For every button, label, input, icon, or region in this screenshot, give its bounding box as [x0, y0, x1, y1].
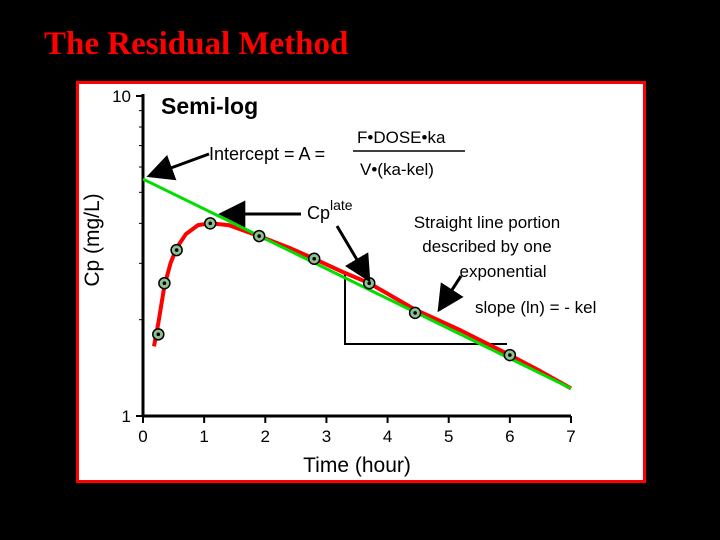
- data-point-center: [312, 256, 316, 261]
- terminal-line: [142, 177, 572, 390]
- data-point-center: [208, 221, 213, 226]
- y-tick-label: 1: [122, 407, 131, 426]
- data-point-center: [508, 353, 512, 357]
- x-tick-label: 3: [322, 427, 331, 446]
- straight-line-text-3: exponential: [460, 262, 547, 281]
- cp-late-label: Cplate: [307, 197, 353, 223]
- data-point-center: [162, 281, 167, 286]
- x-tick-label: 5: [444, 427, 453, 446]
- data-point-center: [413, 311, 417, 315]
- data-point-center: [367, 281, 372, 286]
- intercept-text: Intercept = A =: [209, 144, 325, 164]
- x-axis-label: Time (hour): [303, 454, 411, 477]
- intercept-arrow: [146, 152, 210, 181]
- x-tick-label: 6: [505, 427, 514, 446]
- straight-line-arrow-2: [437, 275, 464, 313]
- slope-triangle: [344, 272, 507, 345]
- x-tick-label: 0: [138, 427, 147, 446]
- data-point-center: [257, 234, 261, 238]
- x-tick-label: 7: [566, 427, 575, 446]
- y-tick-label: 10: [112, 87, 131, 106]
- chart-title: Semi-log: [161, 93, 258, 119]
- straight-line-text-2: described by one: [422, 237, 551, 256]
- x-tick-label: 4: [383, 427, 392, 446]
- slope-text: slope (ln) = - kel: [475, 298, 596, 317]
- cp-base: Cp: [307, 203, 330, 223]
- x-tick-label: 2: [261, 427, 270, 446]
- x-tick-label: 1: [199, 427, 208, 446]
- data-point-center: [174, 248, 179, 252]
- straight-line-text-1: Straight line portion: [414, 213, 560, 232]
- intercept-denominator: V•(ka-kel): [360, 160, 434, 179]
- cp-superscript: late: [330, 197, 353, 213]
- slide-title: The Residual Method: [44, 26, 349, 62]
- data-point-center: [156, 332, 161, 337]
- intercept-numerator: F•DOSE•ka: [357, 128, 446, 147]
- straight-line-arrow-1: [335, 225, 371, 283]
- y-axis-label: Cp (mg/L): [81, 193, 104, 286]
